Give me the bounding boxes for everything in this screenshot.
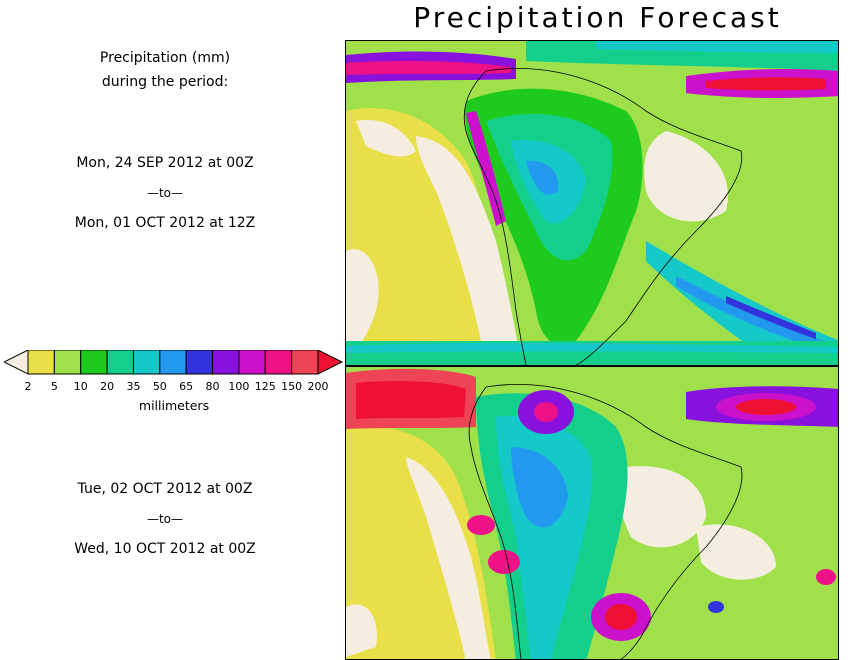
- period2-start: Tue, 02 OCT 2012 at 00Z: [77, 481, 253, 497]
- legend-swatch: [291, 350, 319, 375]
- legend-swatch: [159, 350, 187, 375]
- legend-tick-label: 5: [50, 380, 58, 393]
- legend-tick-label: 35: [126, 380, 141, 393]
- legend-swatch: [27, 350, 55, 375]
- period1-to: —to—: [146, 186, 184, 200]
- legend-swatch: [185, 350, 214, 375]
- forecast-maps: [345, 40, 839, 660]
- precip-unit-label: Precipitation (mm): [99, 50, 231, 66]
- legend-tick-label: 150: [281, 380, 303, 393]
- legend-swatch: [238, 350, 266, 375]
- legend-swatch: [264, 350, 293, 375]
- precip-map-period1: [346, 41, 838, 365]
- period1-end: Mon, 01 OCT 2012 at 12Z: [74, 215, 256, 231]
- legend-colorbar: [4, 350, 344, 375]
- legend-arrow-low: [4, 350, 29, 375]
- legend-tick-label: 50: [152, 380, 167, 393]
- legend-tick-label: 10: [73, 380, 88, 393]
- page-title: Precipitation Forecast: [413, 1, 782, 34]
- legend-swatch: [132, 350, 161, 375]
- legend-tick-label: 80: [205, 380, 220, 393]
- legend-swatch: [80, 350, 108, 375]
- legend-tick-label: 65: [179, 380, 194, 393]
- map-divider: [346, 365, 838, 367]
- legend-swatch: [212, 350, 240, 375]
- legend-tick-label: 20: [100, 380, 115, 393]
- legend-tick-label: 100: [228, 380, 250, 393]
- legend-arrow-high: [317, 350, 344, 375]
- period1-start: Mon, 24 SEP 2012 at 00Z: [76, 155, 254, 171]
- period2-end: Wed, 10 OCT 2012 at 00Z: [74, 541, 256, 557]
- legend-swatch: [106, 350, 134, 375]
- legend-tick-label: 125: [254, 380, 276, 393]
- legend-tick-label: 2: [24, 380, 32, 393]
- period2-to: —to—: [146, 512, 184, 526]
- color-legend: 2 5 10 20 35 50 65 80 100 125 150 200 millimeters: [4, 350, 344, 420]
- legend-swatch: [53, 350, 82, 375]
- precip-map-period2: [346, 367, 838, 659]
- legend-units-label: millimeters: [138, 398, 210, 413]
- legend-tick-label: 200: [307, 380, 329, 393]
- period-caption: during the period:: [101, 74, 229, 90]
